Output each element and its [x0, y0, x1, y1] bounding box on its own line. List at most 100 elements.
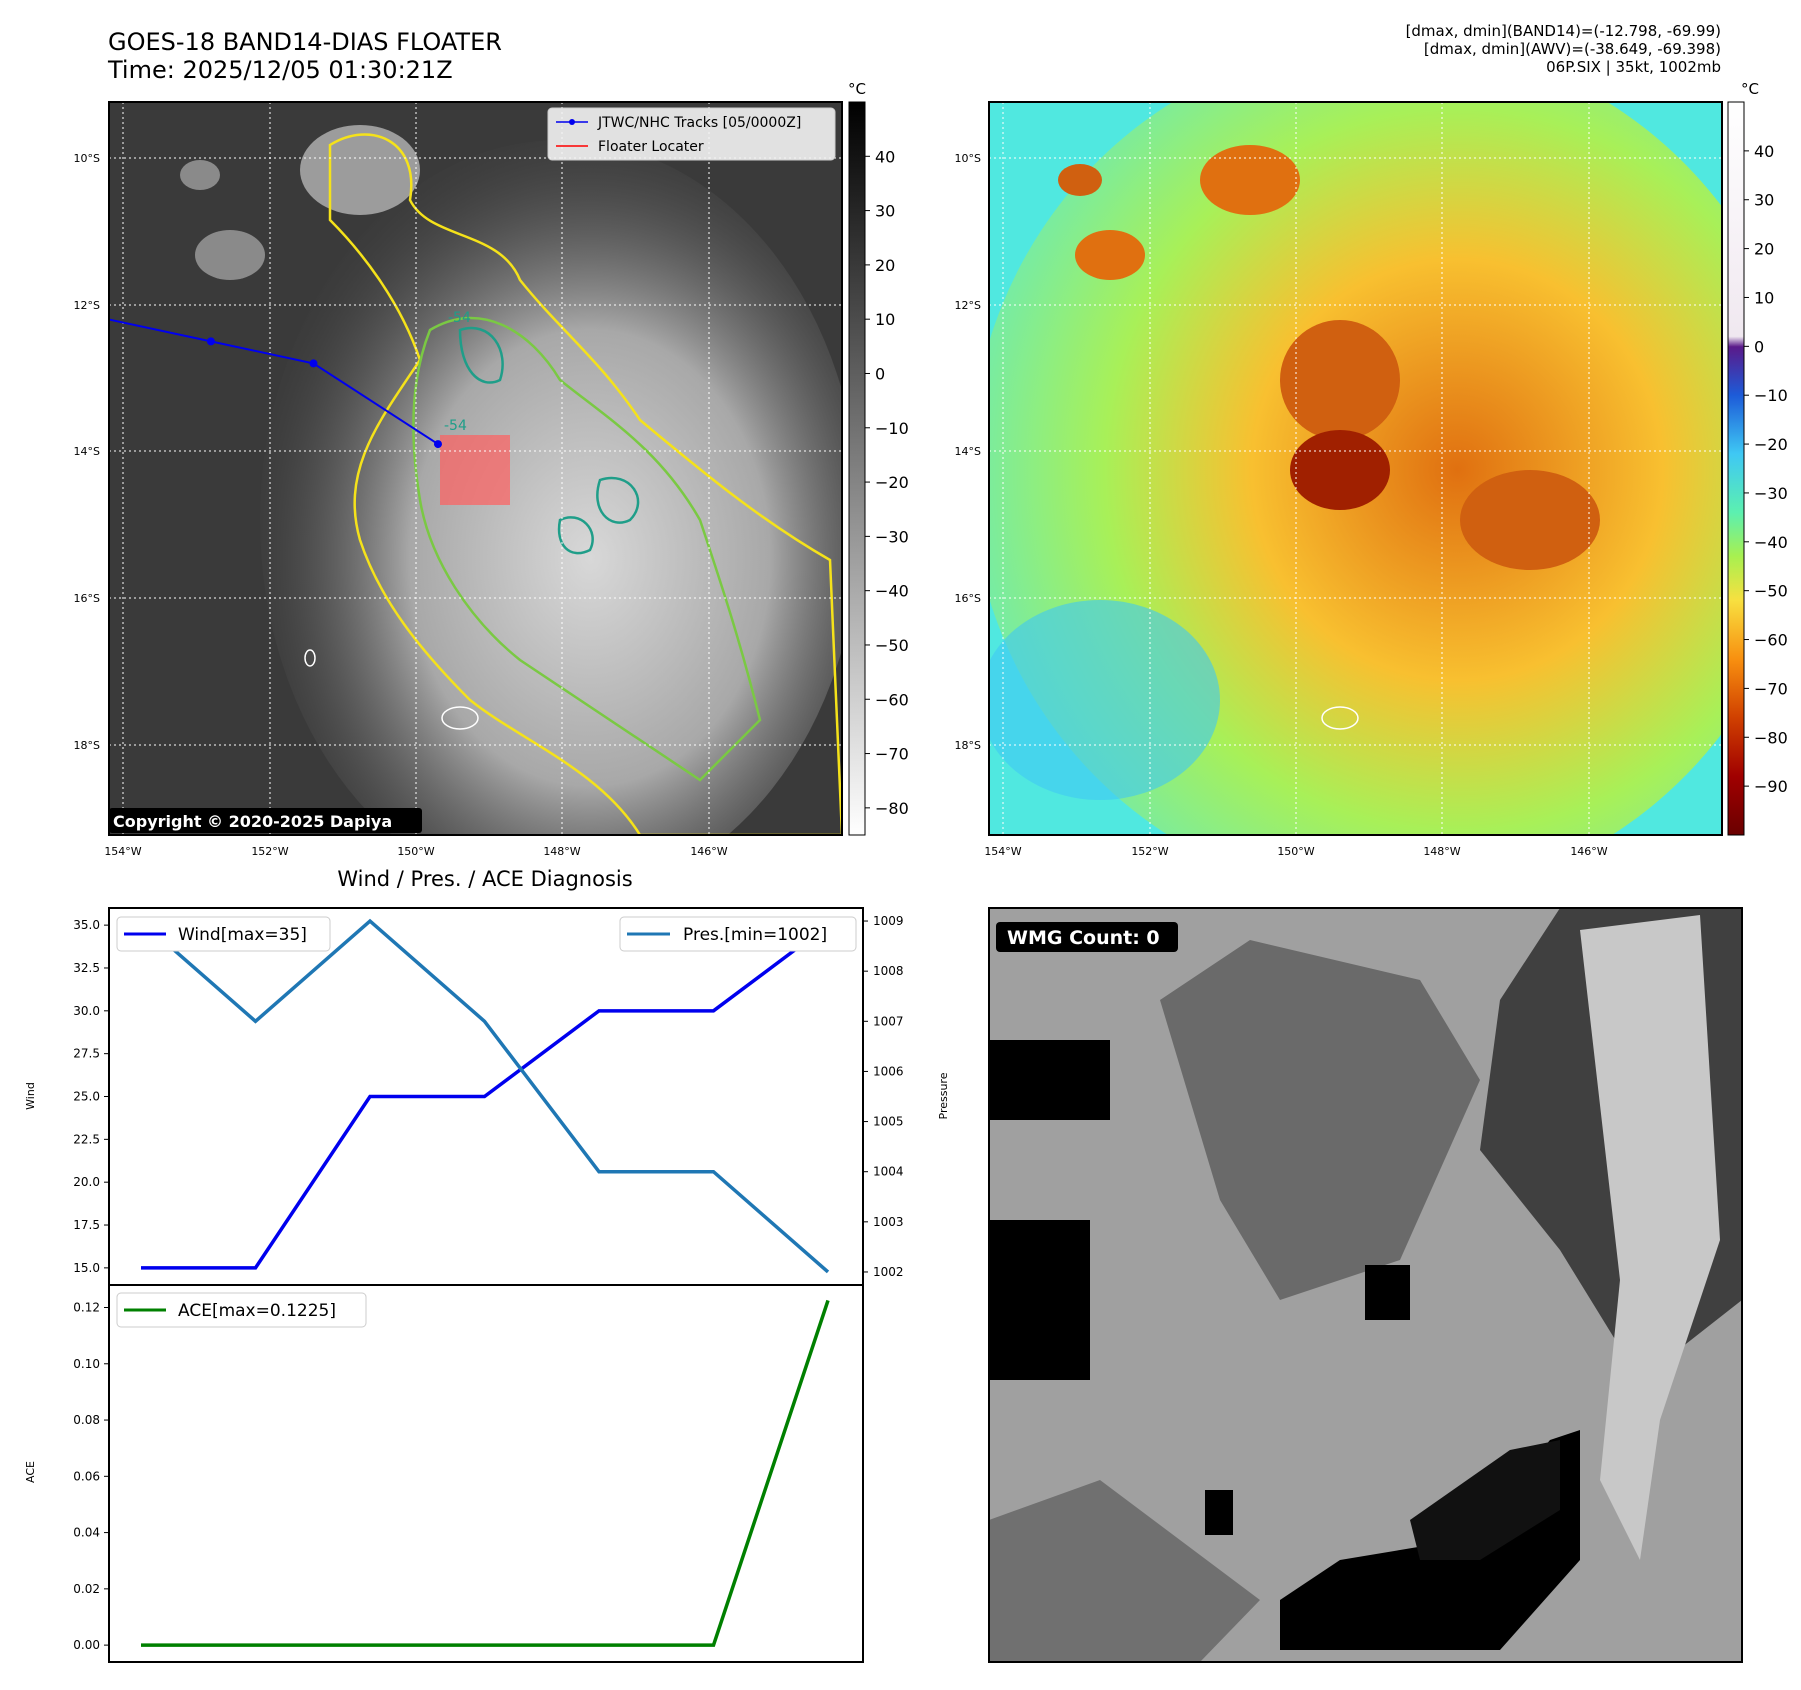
ir-cloud-north — [300, 125, 420, 215]
ace-legend-box — [116, 1292, 367, 1328]
lat-label: 18°S — [955, 739, 981, 752]
ace-lines — [141, 1299, 830, 1647]
wmg-black-nw — [989, 1040, 1110, 1120]
y-tick-right-label: 1004 — [873, 1165, 904, 1179]
colorbar-tick-label: 10 — [1754, 288, 1774, 307]
colorbar-tick-label: −50 — [1754, 582, 1788, 601]
ace-frame — [108, 1284, 864, 1663]
ir-lon-labels: 154°W 152°W 150°W 148°W 146°W — [104, 845, 727, 858]
contour-label-1: -54 — [448, 310, 471, 326]
colorbar-tick-label: −80 — [1754, 728, 1788, 747]
ir-colorbar-ticks: 40 30 20 10 0 −10 −20 −30 −40 −50 −60 −70 −80 — [865, 147, 909, 818]
ace-legend: ACE[max=0.1225] — [116, 1292, 367, 1328]
colorbar-tick-label: 20 — [1754, 240, 1774, 259]
ace-legend-label: ACE[max=0.1225] — [178, 1301, 336, 1321]
ir-legend-box — [547, 107, 836, 161]
land-outline — [441, 706, 479, 730]
wmg-black-center — [1365, 1265, 1410, 1320]
y-tick-label: 30.0 — [73, 1004, 100, 1018]
track-point — [309, 359, 318, 368]
legend-track-marker — [569, 119, 575, 125]
wind-line — [141, 923, 830, 1270]
lat-label: 16°S — [955, 592, 981, 605]
colorbar-tick-label: 30 — [875, 202, 895, 221]
y-tick-label: 0.12 — [73, 1301, 100, 1315]
colorbar-tick-label: −90 — [1754, 777, 1788, 796]
colorbar-tick-label: 0 — [1754, 337, 1764, 356]
ir-legend: JTWC/NHC Tracks [05/0000Z] Floater Locat… — [547, 107, 836, 161]
awv-lat-labels: 10°S 12°S 14°S 16°S 18°S — [955, 152, 981, 752]
awv-land-outline — [1321, 706, 1359, 730]
wmg-count-label: WMG Count: 0 — [1007, 927, 1160, 949]
colorbar-tick-label: −40 — [1754, 533, 1788, 552]
awv-cold-east — [1460, 470, 1600, 570]
title-line-1: GOES-18 BAND14-DIAS FLOATER — [108, 28, 502, 56]
y-tick-right-label: 1005 — [873, 1115, 904, 1129]
wind-legend-label: Wind[max=35] — [178, 925, 307, 945]
colorbar-tick-label: 40 — [1754, 142, 1774, 161]
wind-ylabel: Wind — [24, 1082, 37, 1110]
y-tick-label: 0.08 — [73, 1413, 100, 1427]
wind-pressure-lines — [139, 918, 830, 1274]
y-tick-right-label: 1002 — [873, 1265, 904, 1279]
floater-locater-box — [440, 435, 510, 505]
lon-label: 152°W — [251, 845, 288, 858]
awv-colorbar-bar — [1727, 101, 1745, 836]
colorbar-tick-label: 10 — [875, 310, 895, 329]
colorbar-tick-label: −10 — [1754, 386, 1788, 405]
lat-label: 12°S — [955, 299, 981, 312]
wmg-black-w — [989, 1220, 1090, 1380]
ace-line — [141, 1299, 830, 1647]
ir-cloud-west — [195, 230, 265, 280]
wmg-black-s — [1280, 1430, 1580, 1650]
y-tick-label: 0.10 — [73, 1357, 100, 1371]
ir-colorbar-unit: °C — [848, 80, 866, 98]
ir-frame — [108, 101, 843, 836]
stats-awv: [dmax, dmin](AWV)=(-38.649, -69.398) — [1423, 40, 1721, 58]
lat-label: 14°S — [74, 445, 100, 458]
awv-frame — [988, 101, 1723, 836]
wmg-black-se — [1410, 1440, 1560, 1560]
y-tick-right-label: 1003 — [873, 1215, 904, 1229]
wmg-mid-sw — [989, 1480, 1260, 1662]
lat-label: 10°S — [74, 152, 100, 165]
colorbar-tick-label: −60 — [875, 690, 909, 709]
lon-label: 154°W — [104, 845, 141, 858]
wind-pressure-chart: 15.0 17.5 20.0 22.5 25.0 27.5 30.0 32.5 35.0 100… — [24, 907, 950, 1286]
pressure-yticks: 1002 1003 1004 1005 1006 1007 1008 1009 — [863, 914, 904, 1279]
contour-inner — [458, 326, 640, 555]
y-tick-right-label: 1007 — [873, 1014, 904, 1028]
track-point — [206, 337, 215, 346]
awv-cold-small — [1058, 164, 1102, 196]
wmg-panel: WMG Count: 0 — [988, 907, 1743, 1663]
y-tick-label: 0.04 — [73, 1526, 100, 1540]
lat-label: 18°S — [74, 739, 100, 752]
stats-band14: [dmax, dmin](BAND14)=(-12.798, -69.99) — [1405, 22, 1721, 40]
jtwc-track — [109, 318, 442, 449]
contour-mid — [412, 316, 762, 782]
ir-lat-labels: 10°S 12°S 14°S 16°S 18°S — [74, 152, 100, 752]
wmg-count-box — [996, 922, 1178, 952]
colorbar-tick-label: 30 — [1754, 191, 1774, 210]
wind-legend-box — [116, 916, 331, 952]
stats-block: [dmax, dmin](BAND14)=(-12.798, -69.99) [… — [1406, 22, 1721, 76]
awv-cold-west — [1075, 230, 1145, 280]
title-line-2: Time: 2025/12/05 01:30:21Z — [108, 56, 453, 84]
y-tick-label: 17.5 — [73, 1218, 100, 1232]
awv-map: 10°S 12°S 14°S 16°S 18°S 154°W 152°W 150… — [955, 80, 1788, 858]
ir-map: -54 -54 JTWC/NHC Tracks [05/0000Z] Float… — [74, 80, 909, 858]
lat-label: 16°S — [74, 592, 100, 605]
lon-label: 146°W — [690, 845, 727, 858]
y-tick-label: 32.5 — [73, 961, 100, 975]
lat-label: 10°S — [955, 152, 981, 165]
wind-legend: Wind[max=35] — [116, 916, 331, 952]
colorbar-tick-label: −50 — [875, 636, 909, 655]
y-tick-label: 0.00 — [73, 1638, 100, 1652]
ir-colorbar: °C 40 30 20 10 0 −10 −20 −30 −40 −50 −60 −70 −80 — [848, 80, 909, 836]
wind-yticks: 15.0 17.5 20.0 22.5 25.0 27.5 30.0 32.5 35.0 — [73, 918, 109, 1275]
ir-cloud-small — [180, 160, 220, 190]
awv-colorbar: °C 40 30 20 10 0 −10 −20 −30 −40 −50 −60 −70 −80 −90 — [1727, 80, 1788, 836]
awv-colorbar-ticks: 40 30 20 10 0 −10 −20 −30 −40 −50 −60 −70 −80 −90 — [1744, 142, 1788, 796]
awv-colorbar-unit: °C — [1741, 80, 1759, 98]
